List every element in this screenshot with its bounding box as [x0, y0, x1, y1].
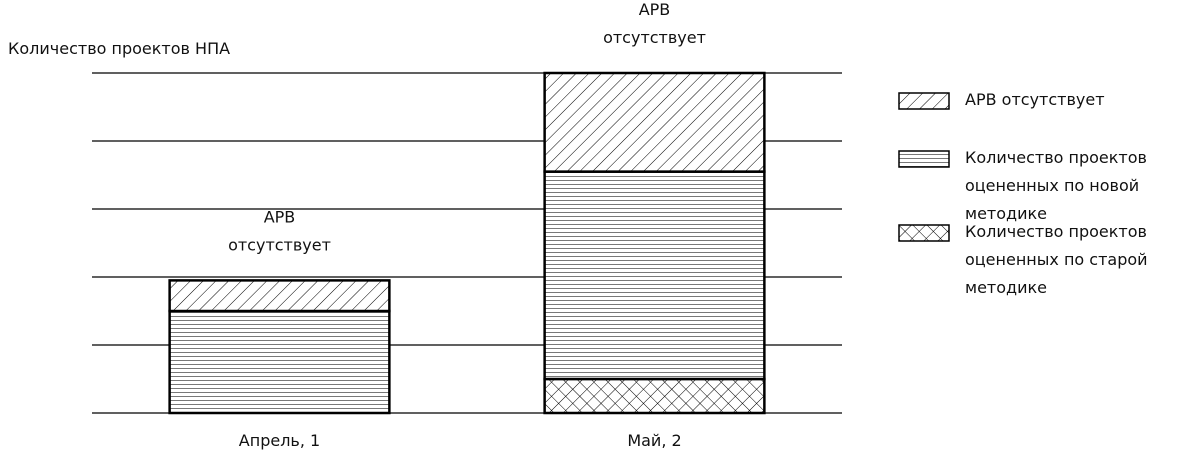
- legend-swatch: [898, 92, 950, 110]
- bar-segment: [168, 279, 391, 313]
- bar-label: АРВ отсутствует: [603, 0, 706, 47]
- y-axis-label: Количество проектов НПА: [8, 39, 230, 58]
- legend-swatch: [898, 150, 950, 168]
- legend-item: Количество проектов оцененных по старой …: [898, 218, 1195, 302]
- bar-label: АРВ отсутствует: [228, 207, 331, 254]
- bar-segment: [543, 71, 766, 173]
- bar-segment: [543, 377, 766, 415]
- bar-segment: [168, 309, 391, 415]
- legend-swatch-box: [898, 224, 950, 242]
- legend-label: Количество проектов оцененных по старой …: [965, 222, 1148, 297]
- legend-item: АРВ отсутствует: [898, 86, 1195, 114]
- legend-swatch: [898, 224, 950, 242]
- legend-label: АРВ отсутствует: [965, 90, 1105, 109]
- legend-swatch-box: [898, 150, 950, 168]
- legend-swatch-box: [898, 92, 950, 110]
- bar-segment: [543, 170, 766, 381]
- legend-item: Количество проектов оцененных по новой м…: [898, 144, 1195, 228]
- legend-label: Количество проектов оцененных по новой м…: [965, 148, 1147, 223]
- x-tick-label: Май, 2: [627, 431, 681, 450]
- x-tick-label: Апрель, 1: [239, 431, 320, 450]
